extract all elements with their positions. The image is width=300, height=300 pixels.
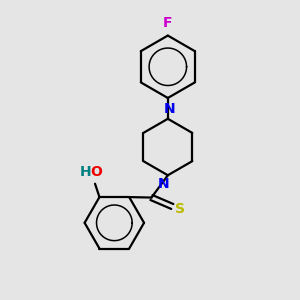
- Text: N: N: [158, 177, 169, 191]
- Text: F: F: [163, 16, 172, 30]
- Text: S: S: [175, 202, 185, 216]
- Text: O: O: [91, 165, 102, 179]
- Text: N: N: [164, 102, 175, 116]
- Text: H: H: [80, 165, 91, 179]
